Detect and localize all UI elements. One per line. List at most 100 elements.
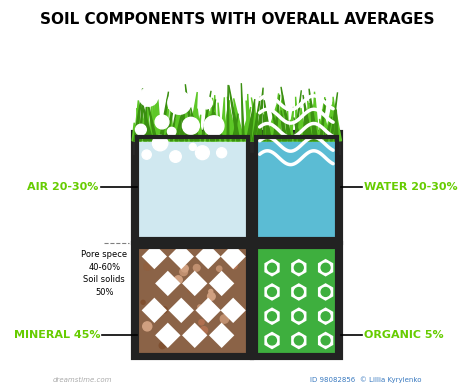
Polygon shape	[251, 98, 260, 141]
Polygon shape	[197, 114, 204, 141]
Polygon shape	[264, 307, 280, 325]
Polygon shape	[142, 244, 167, 269]
Polygon shape	[185, 115, 192, 141]
Polygon shape	[309, 89, 318, 141]
Polygon shape	[246, 99, 255, 141]
Circle shape	[159, 333, 164, 338]
Polygon shape	[185, 84, 193, 141]
Polygon shape	[335, 108, 341, 141]
Polygon shape	[176, 111, 182, 141]
Circle shape	[199, 319, 204, 325]
Circle shape	[231, 263, 237, 269]
Polygon shape	[152, 92, 155, 141]
Polygon shape	[318, 259, 333, 277]
Polygon shape	[247, 94, 250, 141]
Bar	[137, 246, 248, 355]
Polygon shape	[146, 94, 150, 141]
Text: Pore spece
40-60%
Soil solids
50%: Pore spece 40-60% Soil solids 50%	[82, 250, 128, 297]
Polygon shape	[159, 118, 163, 141]
Polygon shape	[324, 117, 332, 141]
Polygon shape	[205, 98, 216, 141]
Polygon shape	[264, 332, 280, 349]
Polygon shape	[317, 105, 326, 141]
Polygon shape	[182, 271, 208, 296]
Polygon shape	[303, 95, 312, 141]
Circle shape	[208, 292, 215, 300]
Circle shape	[144, 262, 151, 270]
Polygon shape	[283, 102, 286, 141]
Polygon shape	[144, 107, 147, 141]
Circle shape	[321, 312, 330, 321]
Circle shape	[176, 252, 185, 261]
Polygon shape	[182, 323, 208, 348]
Polygon shape	[172, 101, 180, 141]
Circle shape	[182, 265, 188, 272]
Polygon shape	[155, 271, 181, 296]
Polygon shape	[281, 110, 287, 141]
Polygon shape	[169, 244, 194, 269]
Bar	[133, 131, 341, 358]
Polygon shape	[291, 259, 307, 277]
Polygon shape	[180, 92, 190, 141]
Polygon shape	[162, 109, 169, 141]
Polygon shape	[230, 117, 238, 141]
Polygon shape	[209, 271, 234, 296]
Polygon shape	[318, 332, 333, 349]
Polygon shape	[233, 118, 241, 141]
Circle shape	[268, 287, 276, 296]
Polygon shape	[297, 117, 302, 141]
Polygon shape	[175, 111, 182, 141]
Polygon shape	[169, 298, 194, 323]
Bar	[256, 137, 337, 239]
Polygon shape	[322, 110, 331, 141]
Circle shape	[238, 307, 245, 314]
Circle shape	[161, 307, 167, 313]
Circle shape	[268, 263, 276, 272]
Polygon shape	[228, 124, 233, 141]
Bar	[256, 137, 337, 239]
Polygon shape	[272, 93, 279, 141]
Polygon shape	[142, 112, 147, 141]
Circle shape	[204, 116, 224, 136]
Polygon shape	[286, 111, 289, 141]
Polygon shape	[229, 85, 240, 141]
Polygon shape	[189, 92, 197, 141]
Polygon shape	[155, 323, 181, 348]
Polygon shape	[169, 103, 173, 141]
Polygon shape	[281, 87, 292, 141]
Polygon shape	[276, 124, 282, 141]
Polygon shape	[207, 99, 216, 141]
Bar	[133, 131, 341, 154]
Polygon shape	[325, 105, 332, 141]
Polygon shape	[189, 109, 198, 141]
Polygon shape	[134, 100, 141, 141]
Circle shape	[294, 336, 303, 345]
Polygon shape	[166, 116, 171, 141]
Polygon shape	[263, 114, 265, 141]
Polygon shape	[328, 117, 337, 141]
Polygon shape	[213, 95, 217, 141]
Polygon shape	[139, 89, 143, 141]
Bar	[137, 137, 248, 239]
Circle shape	[154, 303, 158, 308]
Bar	[137, 246, 248, 355]
Circle shape	[217, 266, 222, 271]
Polygon shape	[195, 244, 221, 269]
Circle shape	[168, 91, 191, 114]
Text: MINERAL 45%: MINERAL 45%	[14, 330, 100, 340]
Polygon shape	[142, 298, 167, 323]
Circle shape	[209, 289, 213, 293]
Polygon shape	[305, 123, 315, 141]
Polygon shape	[228, 97, 237, 141]
Polygon shape	[300, 108, 306, 141]
Polygon shape	[293, 112, 301, 141]
Text: WATER 20-30%: WATER 20-30%	[364, 182, 457, 192]
Polygon shape	[137, 108, 142, 141]
Circle shape	[198, 305, 202, 309]
Text: SOIL COMPONENTS WITH OVERALL AVERAGES: SOIL COMPONENTS WITH OVERALL AVERAGES	[40, 12, 434, 27]
Circle shape	[188, 289, 192, 293]
Polygon shape	[246, 101, 254, 141]
Polygon shape	[164, 99, 168, 141]
Circle shape	[159, 342, 165, 349]
Polygon shape	[319, 119, 325, 141]
